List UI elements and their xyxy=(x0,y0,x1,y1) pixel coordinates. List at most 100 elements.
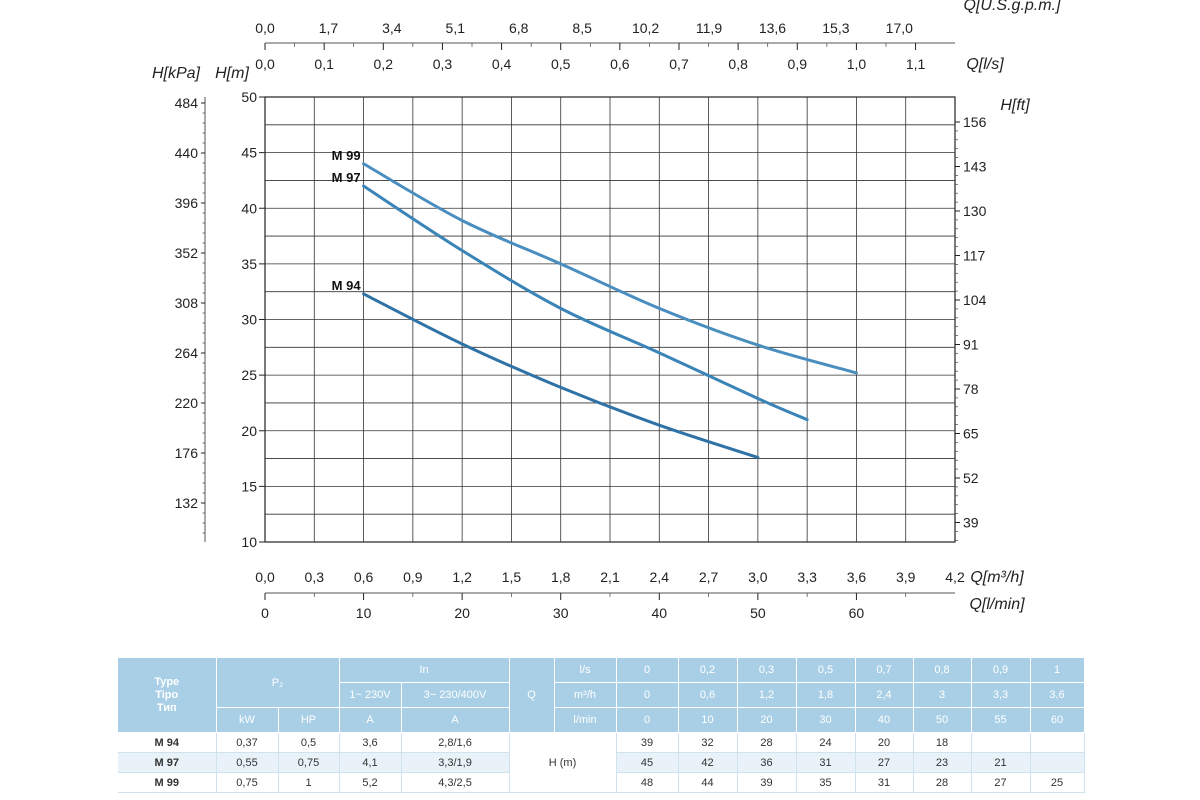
x-tick-label: 0,9 xyxy=(403,569,423,585)
lmin-tick-label: 20 xyxy=(454,605,470,621)
ls-tick-label: 0,4 xyxy=(492,56,512,72)
usgpm-tick-label: 13,6 xyxy=(759,20,786,36)
lmin-tick-label: 0 xyxy=(261,605,269,621)
x-tick-label: 3,3 xyxy=(797,569,817,585)
x-axis-label-m3h: Q[m³/h] xyxy=(970,569,1024,586)
series-label-m-94: M 94 xyxy=(332,278,362,293)
ls-unit: l/s xyxy=(554,658,617,683)
head-cell: 39 xyxy=(737,772,797,793)
head-cell: 48 xyxy=(616,772,679,793)
ls-tick-label: 0,0 xyxy=(255,56,275,72)
head-cell: 45 xyxy=(616,752,679,773)
x-tick-label: 3,0 xyxy=(748,569,768,585)
x-tick-label: 4,2 xyxy=(945,569,965,585)
q-ls-cell: 0,3 xyxy=(737,658,797,683)
y-tick-label: 45 xyxy=(241,145,257,161)
ft-tick-label: 130 xyxy=(963,203,987,219)
q-ls-cell: 0,5 xyxy=(796,658,856,683)
usgpm-tick-label: 15,3 xyxy=(822,20,849,36)
q-m3h-cell: 1,8 xyxy=(796,682,856,708)
chart-grid xyxy=(264,96,956,543)
performance-table: Type Tipo Тип P₂ In Q l/s 0 0,2 0,3 0,5 … xyxy=(118,658,1085,793)
ft-tick-label: 117 xyxy=(963,248,986,264)
ft-tick-label: 52 xyxy=(963,470,979,486)
kw-cell: 0,75 xyxy=(216,772,279,793)
head-cell: 31 xyxy=(796,752,856,773)
head-cell: 28 xyxy=(737,732,797,753)
head-cell: 32 xyxy=(678,732,738,753)
q-lmin-cell: 55 xyxy=(971,707,1031,733)
lmin-unit: l/min xyxy=(554,707,617,733)
x-tick-label: 2,1 xyxy=(600,569,620,585)
ft-tick-label: 91 xyxy=(963,337,979,353)
chart-series xyxy=(362,162,858,459)
ls-tick-label: 0,6 xyxy=(610,56,630,72)
x-tick-label: 2,4 xyxy=(650,569,670,585)
kw-cell: 0,37 xyxy=(216,732,279,753)
q-ls-cell: 0,2 xyxy=(678,658,738,683)
kpa-tick-label: 176 xyxy=(175,445,199,461)
x-axis-label-usgpm: Q[U.S.g.p.m.] xyxy=(964,0,1061,14)
q-ls-cell: 0,9 xyxy=(971,658,1031,683)
q-ls-cell: 1 xyxy=(1030,658,1085,683)
x-axis-label-ls: Q[l/s] xyxy=(966,56,1004,73)
a3-cell: 2,8/1,6 xyxy=(401,732,510,753)
kw-cell: 0,55 xyxy=(216,752,279,773)
a1-cell: 5,2 xyxy=(339,772,402,793)
head-cell: 44 xyxy=(678,772,738,793)
usgpm-tick-label: 3,4 xyxy=(382,20,402,36)
q-m3h-cell: 0,6 xyxy=(678,682,738,708)
y-axis-label-kpa: H[kPa] xyxy=(152,65,201,82)
q-lmin-cell: 60 xyxy=(1030,707,1085,733)
pump-performance-chart: 10 15 20 25 30 35 40 45 50 H[m] 484 440 396 352 308 264… xyxy=(152,0,1061,621)
usgpm-tick-label: 0,0 xyxy=(255,20,275,36)
head-cell xyxy=(1030,732,1085,753)
q-m3h-cell: 3 xyxy=(913,682,972,708)
head-cell: 27 xyxy=(855,752,914,773)
q-ls-cell: 0 xyxy=(616,658,679,683)
usgpm-tick-label: 5,1 xyxy=(446,20,466,36)
ft-tick-label: 65 xyxy=(963,426,979,442)
a1-cell: 3,6 xyxy=(339,732,402,753)
head-cell xyxy=(971,732,1031,753)
x-tick-label: 0,6 xyxy=(354,569,374,585)
ft-tick-label: 78 xyxy=(963,381,979,397)
usgpm-tick-label: 17,0 xyxy=(886,20,913,36)
y-tick-label: 50 xyxy=(241,89,257,105)
x-tick-label: 1,5 xyxy=(502,569,522,585)
series-label-m-97: M 97 xyxy=(332,170,361,185)
y-axis-label-ft: H[ft] xyxy=(1000,97,1030,114)
head-cell: 27 xyxy=(971,772,1031,793)
kpa-tick-label: 308 xyxy=(175,295,199,311)
type-header: Type Tipo Тип xyxy=(118,658,217,733)
y-tick-label: 25 xyxy=(241,367,257,383)
y-tick-label: 40 xyxy=(241,200,257,216)
table-row: M 94 0,37 0,5 3,6 2,8/1,6 H (m) 39 32 28… xyxy=(118,732,1085,793)
usgpm-tick-label: 10,2 xyxy=(632,20,659,36)
q-lmin-cell: 0 xyxy=(616,707,679,733)
q-ls-cell: 0,8 xyxy=(913,658,972,683)
ft-tick-label: 156 xyxy=(963,114,987,130)
hp-header: HP xyxy=(278,707,340,733)
y-tick-label: 20 xyxy=(241,423,257,439)
lmin-tick-label: 60 xyxy=(849,605,865,621)
kw-header: kW xyxy=(216,707,279,733)
series-label-m-99: M 99 xyxy=(332,148,361,163)
in-3-header: 3~ 230/400V xyxy=(401,682,510,708)
lmin-tick-label: 50 xyxy=(750,605,766,621)
usgpm-tick-label: 8,5 xyxy=(572,20,592,36)
head-cell: 35 xyxy=(796,772,856,793)
head-cell: 36 xyxy=(737,752,797,773)
chart-labels: M 99 M 97 M 94 xyxy=(332,148,362,293)
m3h-unit: m³/h xyxy=(554,682,617,708)
p2-header: P₂ xyxy=(216,658,340,708)
type-header-ru: Тип xyxy=(156,701,177,714)
x-tick-label: 2,7 xyxy=(699,569,719,585)
series-line-m-97 xyxy=(362,184,809,422)
type-header-en: Type xyxy=(154,675,180,688)
head-cell: 21 xyxy=(971,752,1031,773)
q-m3h-cell: 0 xyxy=(616,682,679,708)
hp-cell: 1 xyxy=(278,772,340,793)
q-m3h-cell: 3,6 xyxy=(1030,682,1085,708)
ls-tick-label: 0,3 xyxy=(433,56,453,72)
